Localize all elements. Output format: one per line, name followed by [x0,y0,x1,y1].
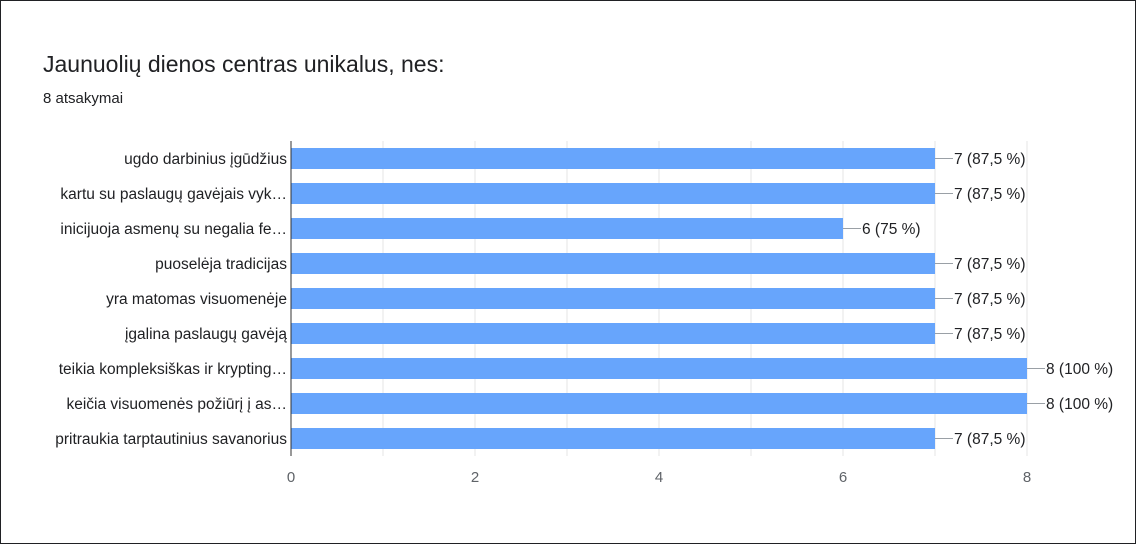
value-label: 6 (75 %) [862,221,921,238]
response-count: 8 atsakymai [43,90,124,107]
category-label: puoselėja tradicijas [155,256,287,273]
value-label: 7 (87,5 %) [954,256,1026,273]
x-tick-label: 8 [1023,469,1031,486]
value-label: 7 (87,5 %) [954,186,1026,203]
x-tick-label: 4 [655,469,663,486]
category-label: keičia visuomenės požiūrį į as… [66,396,287,413]
category-label: teikia kompleksiškas ir krypting… [59,361,287,378]
category-label: ugdo darbinius įgūdžius [124,151,287,168]
value-label: 7 (87,5 %) [954,326,1026,343]
category-label: yra matomas visuomenėje [106,291,287,308]
bar [291,358,1027,379]
bar [291,288,935,309]
x-tick-label: 2 [471,469,479,486]
category-label: kartu su paslaugų gavėjais vyk… [60,186,287,203]
category-label: inicijuoja asmenų su negalia fe… [60,221,287,238]
value-label: 7 (87,5 %) [954,151,1026,168]
bar [291,253,935,274]
bar [291,218,843,239]
bar [291,323,935,344]
value-label: 7 (87,5 %) [954,431,1026,448]
chart-title: Jaunuolių dienos centras unikalus, nes: [43,51,445,77]
value-label: 8 (100 %) [1046,361,1113,378]
value-label: 7 (87,5 %) [954,291,1026,308]
x-tick-label: 6 [839,469,847,486]
bar [291,148,935,169]
bar [291,428,935,449]
category-label: pritraukia tarptautinius savanorius [55,431,287,448]
category-label: įgalina paslaugų gavėją [125,326,287,343]
x-tick-label: 0 [287,469,295,486]
value-label: 8 (100 %) [1046,396,1113,413]
bar [291,393,1027,414]
bar [291,183,935,204]
